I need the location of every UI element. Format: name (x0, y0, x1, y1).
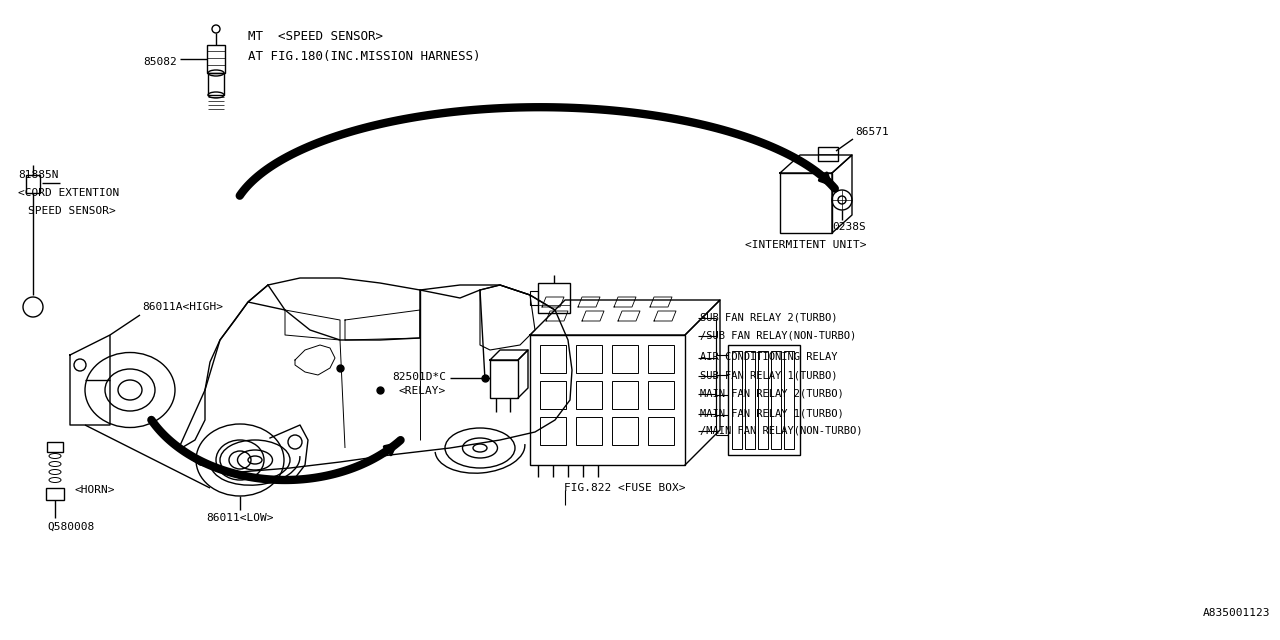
Text: SPEED SENSOR>: SPEED SENSOR> (28, 206, 115, 216)
Text: MAIN FAN RELAY 2(TURBO): MAIN FAN RELAY 2(TURBO) (700, 388, 844, 398)
Text: <INTERMITENT UNIT>: <INTERMITENT UNIT> (745, 240, 867, 250)
Text: /MAIN FAN RELAY(NON-TURBO): /MAIN FAN RELAY(NON-TURBO) (700, 425, 863, 435)
Text: MAIN FAN RELAY 1(TURBO): MAIN FAN RELAY 1(TURBO) (700, 408, 844, 418)
Text: 86011A<HIGH>: 86011A<HIGH> (142, 302, 223, 312)
Text: 86571: 86571 (855, 127, 888, 137)
Text: SUB FAN RELAY 1(TURBO): SUB FAN RELAY 1(TURBO) (700, 370, 837, 380)
Text: AIR CONDITIONING RELAY: AIR CONDITIONING RELAY (700, 352, 837, 362)
Text: 86011<LOW>: 86011<LOW> (206, 513, 274, 523)
Text: AT FIG.180(INC.MISSION HARNESS): AT FIG.180(INC.MISSION HARNESS) (248, 50, 480, 63)
Text: MT  <SPEED SENSOR>: MT <SPEED SENSOR> (248, 30, 383, 43)
Text: 81885N: 81885N (18, 170, 59, 180)
Text: 82501D*C: 82501D*C (392, 372, 445, 382)
Text: /SUB FAN RELAY(NON-TURBO): /SUB FAN RELAY(NON-TURBO) (700, 330, 856, 340)
Text: 0238S: 0238S (832, 222, 865, 232)
Text: <RELAY>: <RELAY> (399, 386, 445, 396)
Text: SUB FAN RELAY 2(TURBO): SUB FAN RELAY 2(TURBO) (700, 312, 837, 322)
Text: FIG.822 <FUSE BOX>: FIG.822 <FUSE BOX> (564, 483, 686, 493)
Text: A835001123: A835001123 (1202, 608, 1270, 618)
Text: Q580008: Q580008 (47, 522, 95, 532)
Text: <HORN>: <HORN> (74, 485, 115, 495)
Text: 85082: 85082 (143, 57, 177, 67)
Text: <CORD EXTENTION: <CORD EXTENTION (18, 188, 119, 198)
